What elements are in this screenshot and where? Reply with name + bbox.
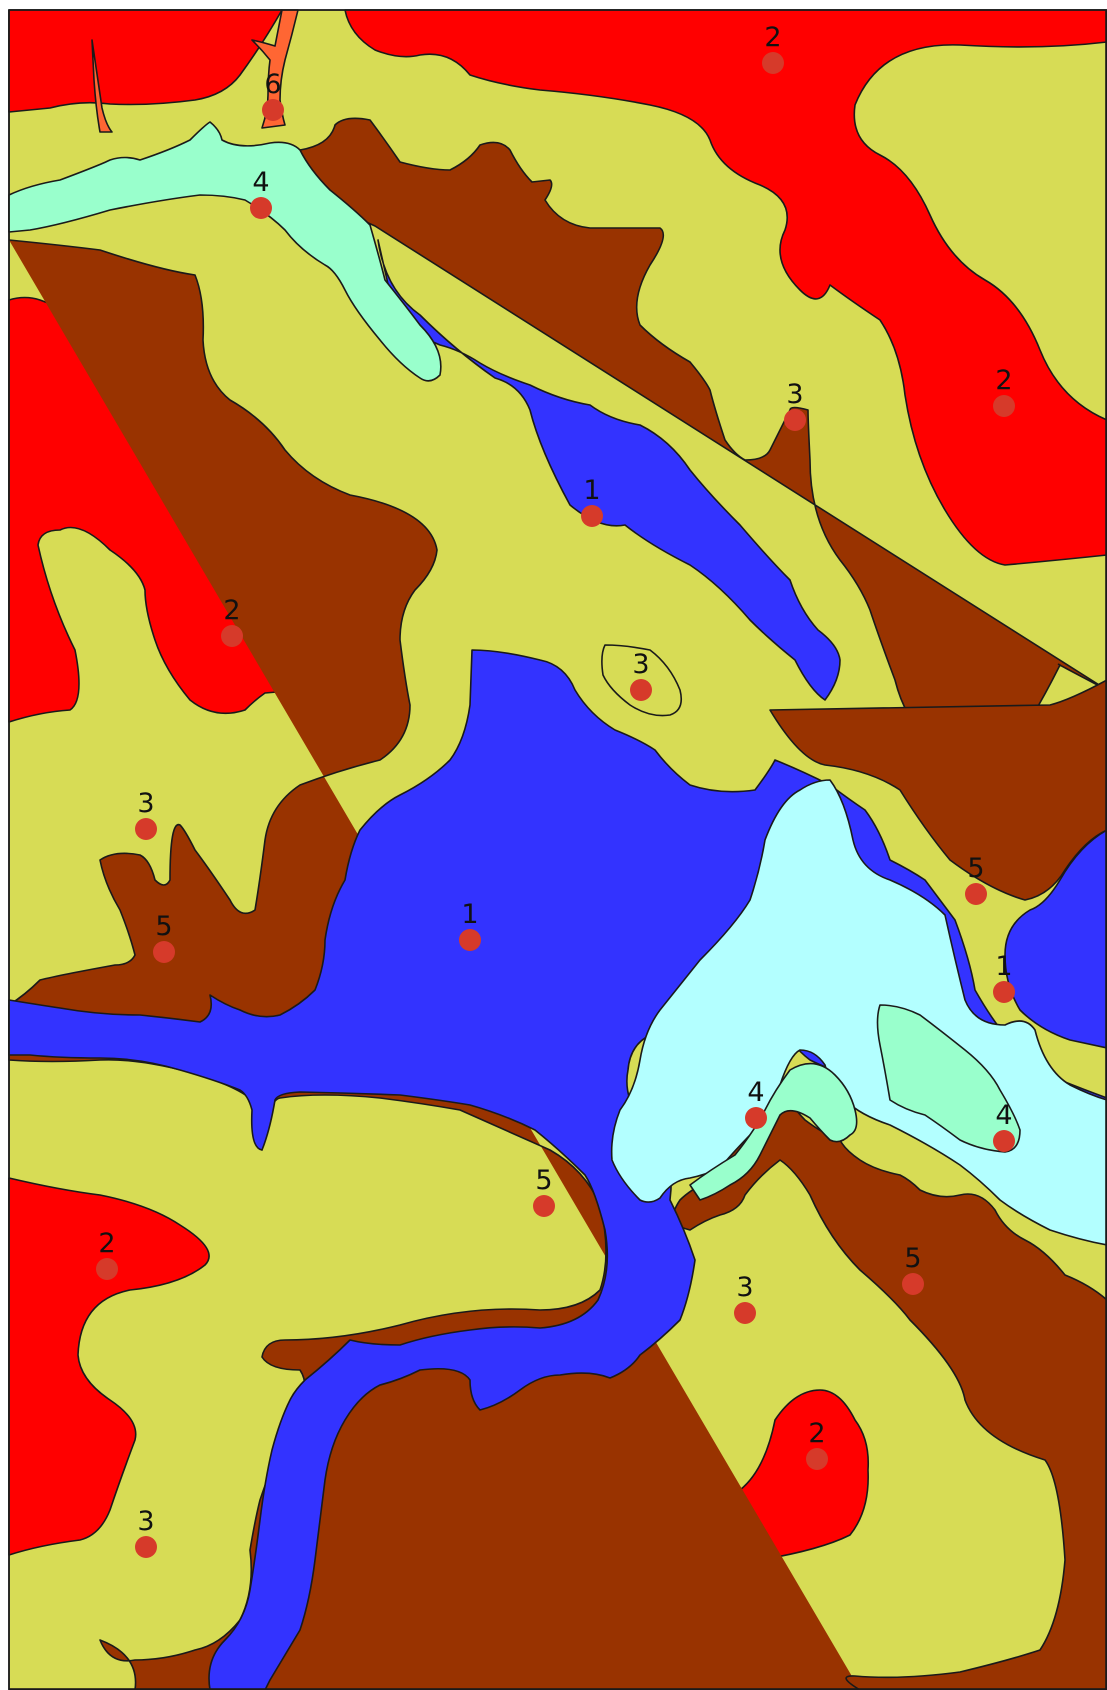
unit-4-region-upper-left bbox=[8, 121, 442, 382]
unit-6-sliver-left bbox=[91, 39, 113, 133]
map-frame bbox=[8, 9, 1107, 1690]
marker-label: 1 bbox=[995, 951, 1012, 982]
marker-label: 4 bbox=[995, 1100, 1012, 1131]
marker-label: 1 bbox=[461, 899, 478, 930]
map-marker: 1 bbox=[581, 475, 603, 527]
map-marker: 2 bbox=[96, 1228, 118, 1280]
marker-dot bbox=[135, 818, 157, 840]
map-marker: 5 bbox=[902, 1243, 924, 1295]
marker-label: 2 bbox=[223, 595, 240, 626]
unit-2-region-left-lower bbox=[8, 1177, 210, 1556]
marker-label: 3 bbox=[736, 1272, 753, 1303]
marker-dot bbox=[902, 1273, 924, 1295]
marker-dot bbox=[734, 1302, 756, 1324]
map-marker: 1 bbox=[459, 899, 481, 951]
marker-label: 2 bbox=[764, 22, 781, 53]
map-marker: 5 bbox=[965, 853, 987, 905]
map-marker: 2 bbox=[221, 595, 243, 647]
map-marker: 4 bbox=[250, 167, 272, 219]
unit-2-region-top-left bbox=[8, 9, 283, 113]
marker-label: 2 bbox=[808, 1418, 825, 1449]
marker-label: 6 bbox=[264, 69, 281, 100]
marker-dot bbox=[784, 409, 806, 431]
marker-layer: 2 6 4 3 2 1 2 3 3 5 5 1 1 4 4 5 2 3 5 2 3 bbox=[96, 22, 1015, 1558]
unit-5-region-main bbox=[8, 117, 1107, 1690]
marker-label: 4 bbox=[747, 1077, 764, 1108]
marker-label: 5 bbox=[904, 1243, 921, 1274]
marker-dot bbox=[262, 99, 284, 121]
map-marker: 3 bbox=[784, 379, 806, 431]
map-marker: 4 bbox=[745, 1077, 767, 1129]
map-marker: 2 bbox=[993, 365, 1015, 417]
marker-dot bbox=[762, 52, 784, 74]
marker-dot bbox=[250, 197, 272, 219]
map-marker: 2 bbox=[762, 22, 784, 74]
marker-label: 1 bbox=[583, 475, 600, 506]
unit-1-region-right-edge bbox=[1004, 829, 1107, 1049]
marker-label: 2 bbox=[995, 365, 1012, 396]
map-marker: 4 bbox=[993, 1100, 1015, 1152]
marker-dot bbox=[153, 941, 175, 963]
marker-label: 3 bbox=[137, 1506, 154, 1537]
map-marker: 5 bbox=[153, 911, 175, 963]
map-marker: 6 bbox=[262, 69, 284, 121]
map-marker: 2 bbox=[806, 1418, 828, 1470]
unit-1-region-main bbox=[377, 239, 841, 701]
marker-dot bbox=[993, 395, 1015, 417]
marker-dot bbox=[135, 1536, 157, 1558]
marker-dot bbox=[581, 505, 603, 527]
marker-dot bbox=[806, 1448, 828, 1470]
map-marker: 3 bbox=[630, 649, 652, 701]
marker-dot bbox=[533, 1195, 555, 1217]
unit-4-region-right bbox=[876, 1004, 1021, 1153]
map-marker: 3 bbox=[734, 1272, 756, 1324]
marker-label: 3 bbox=[632, 649, 649, 680]
marker-label: 5 bbox=[535, 1165, 552, 1196]
marker-dot bbox=[459, 929, 481, 951]
marker-dot bbox=[993, 1130, 1015, 1152]
unit-4-region-center bbox=[689, 1062, 858, 1201]
marker-dot bbox=[221, 625, 243, 647]
unit-2-region-top-right bbox=[344, 9, 1107, 566]
marker-dot bbox=[993, 981, 1015, 1003]
map-marker: 5 bbox=[533, 1165, 555, 1217]
marker-label: 3 bbox=[786, 379, 803, 410]
map-marker: 3 bbox=[135, 1506, 157, 1558]
marker-label: 3 bbox=[137, 788, 154, 819]
marker-label: 4 bbox=[252, 167, 269, 198]
marker-label: 5 bbox=[967, 853, 984, 884]
marker-dot bbox=[965, 883, 987, 905]
marker-dot bbox=[96, 1258, 118, 1280]
map-marker: 3 bbox=[135, 788, 157, 840]
marker-label: 2 bbox=[98, 1228, 115, 1259]
marker-dot bbox=[745, 1107, 767, 1129]
marker-dot bbox=[630, 679, 652, 701]
marker-label: 5 bbox=[155, 911, 172, 942]
map-marker: 1 bbox=[993, 951, 1015, 1003]
